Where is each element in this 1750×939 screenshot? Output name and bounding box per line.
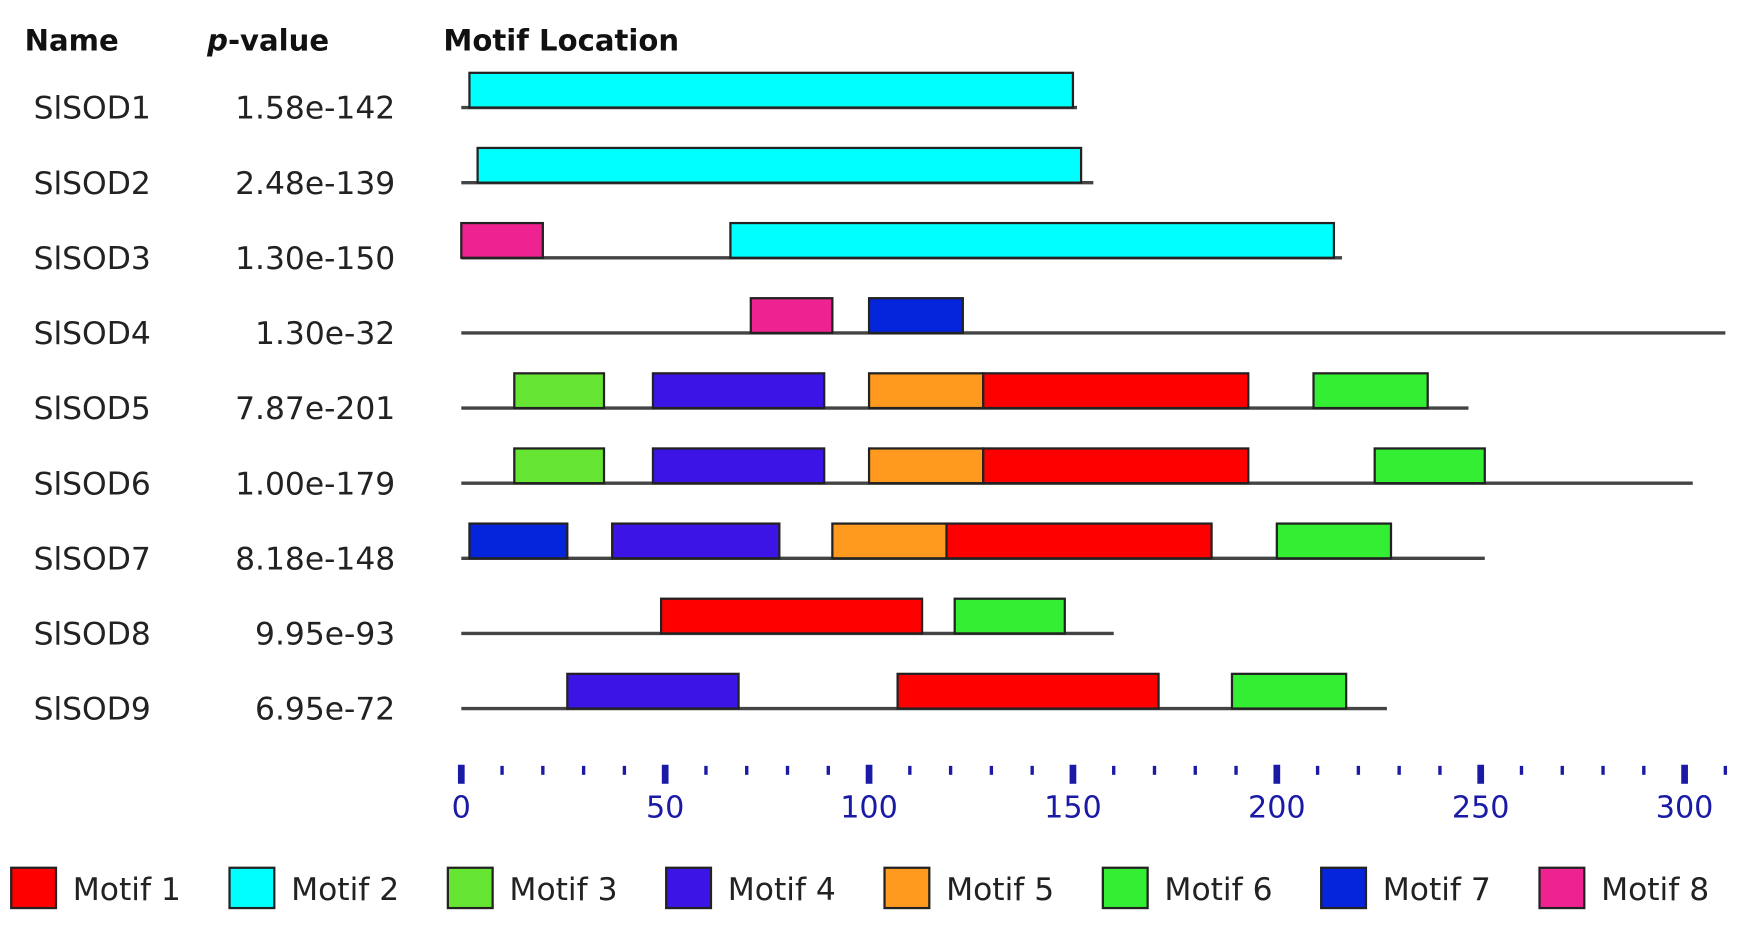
motif-site xyxy=(1373,447,1486,485)
motif-site xyxy=(867,447,985,485)
legend-swatch xyxy=(228,866,276,910)
legend-label: Motif 7 xyxy=(1383,872,1491,908)
row-name: SlSOD3 xyxy=(34,241,151,277)
row-name: SlSOD5 xyxy=(34,391,151,427)
pvalue-header-rest: -value xyxy=(228,23,329,57)
motif-site xyxy=(651,372,826,410)
legend-swatch xyxy=(446,866,494,910)
row-name: SlSOD6 xyxy=(34,466,151,502)
row-name: SlSOD1 xyxy=(34,91,151,127)
row-name: SlSOD7 xyxy=(34,541,151,577)
pvalue-header-p: p xyxy=(206,23,228,57)
motif-site xyxy=(749,297,834,335)
motif-site xyxy=(468,522,569,560)
legend-swatch xyxy=(1101,866,1149,910)
legend-swatch xyxy=(1320,866,1368,910)
motif-site xyxy=(953,597,1066,635)
legend-label: Motif 2 xyxy=(291,872,399,908)
row-name: SlSOD4 xyxy=(34,316,151,352)
legend-label: Motif 1 xyxy=(73,872,181,908)
x-tick-label: 250 xyxy=(1452,790,1510,825)
legend-swatch xyxy=(883,866,931,910)
legend-label: Motif 8 xyxy=(1601,872,1709,908)
motif-site xyxy=(460,221,544,259)
motif-site xyxy=(867,372,985,410)
motif-site xyxy=(982,447,1250,485)
motif-site xyxy=(982,372,1250,410)
legend-swatch xyxy=(1538,866,1586,910)
motif-site xyxy=(1312,372,1429,410)
row-pvalue: 2.48e-139 xyxy=(235,166,395,202)
x-tick-label: 50 xyxy=(646,790,684,825)
legend-label: Motif 4 xyxy=(728,872,836,908)
row-pvalue: 1.58e-142 xyxy=(235,91,395,127)
legend-label: Motif 6 xyxy=(1164,872,1272,908)
x-tick-label: 100 xyxy=(840,790,898,825)
row-name: SlSOD9 xyxy=(34,692,151,728)
row-pvalue: 1.00e-179 xyxy=(235,466,395,502)
motif-site xyxy=(659,597,924,635)
motif-site xyxy=(566,672,740,710)
motif-site xyxy=(468,71,1075,109)
row-pvalue: 6.95e-72 xyxy=(255,692,395,728)
motif-site xyxy=(611,522,781,560)
motif-site xyxy=(1275,522,1393,560)
row-name: SlSOD2 xyxy=(34,166,151,202)
pvalue-header: p-value xyxy=(206,23,329,57)
row-name: SlSOD8 xyxy=(34,617,151,653)
motif-site xyxy=(476,146,1083,184)
motif-site xyxy=(651,447,826,485)
motif-site xyxy=(729,221,1336,259)
row-pvalue: 1.30e-150 xyxy=(235,241,395,277)
x-tick-label: 200 xyxy=(1248,790,1306,825)
legend-swatch xyxy=(665,866,713,910)
motif-site xyxy=(513,447,606,485)
motif-site xyxy=(1230,672,1348,710)
row-pvalue: 8.18e-148 xyxy=(235,541,395,577)
x-tick-label: 0 xyxy=(452,790,471,825)
motif-site xyxy=(867,297,964,335)
row-pvalue: 1.30e-32 xyxy=(255,316,395,352)
name-header: Name xyxy=(25,23,119,57)
motif-site xyxy=(945,522,1213,560)
legend-swatch xyxy=(10,866,58,910)
motif-site xyxy=(896,672,1160,710)
motif-site xyxy=(513,372,606,410)
motif-site xyxy=(831,522,948,560)
row-pvalue: 7.87e-201 xyxy=(235,391,395,427)
legend-label: Motif 3 xyxy=(509,872,617,908)
x-tick-label: 300 xyxy=(1656,790,1714,825)
row-pvalue: 9.95e-93 xyxy=(255,617,395,653)
legend-label: Motif 5 xyxy=(946,872,1054,908)
location-header: Motif Location xyxy=(443,23,679,57)
x-tick-label: 150 xyxy=(1044,790,1102,825)
